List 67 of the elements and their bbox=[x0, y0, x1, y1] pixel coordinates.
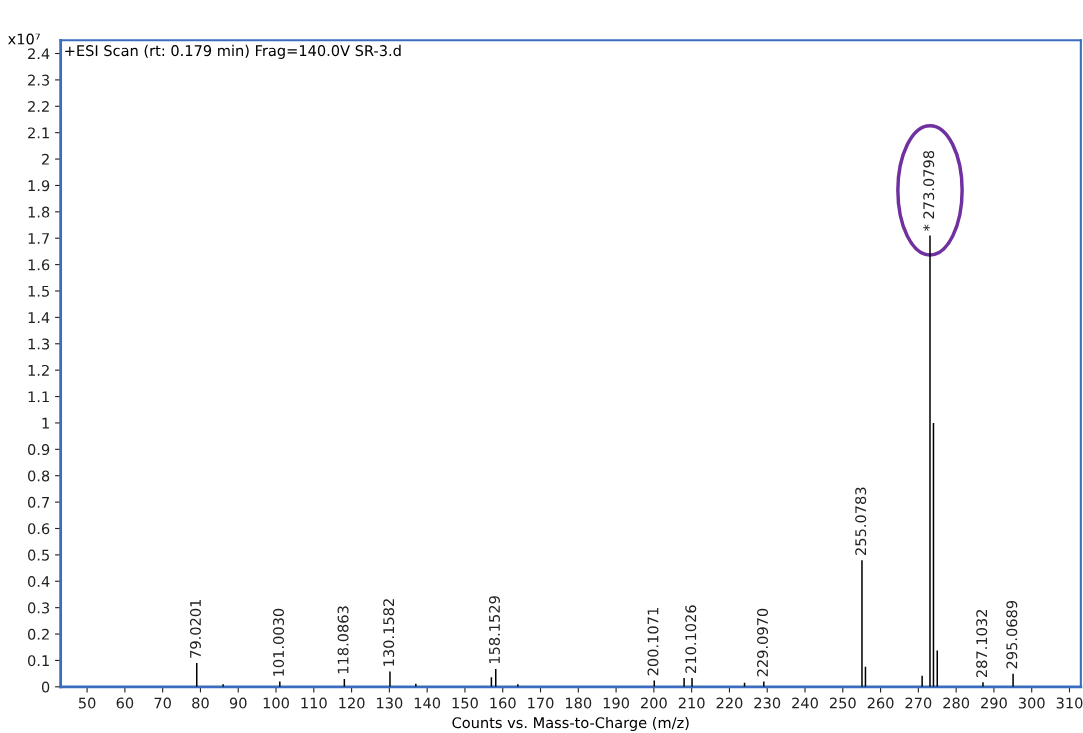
y-tick-label: 0.4 bbox=[28, 575, 50, 588]
annotation: 101.0030 bbox=[273, 608, 285, 676]
x-tick-label: 250 bbox=[829, 697, 856, 709]
x-tick-label: 210 bbox=[678, 697, 705, 709]
y-tick-label: 1.1 bbox=[28, 391, 49, 403]
annotation: 287.1032 bbox=[976, 610, 988, 678]
x-tick-label: 270 bbox=[905, 697, 932, 709]
x-tick-label: 130 bbox=[377, 697, 403, 709]
y-tick-label: 0.2 bbox=[28, 628, 49, 640]
annotation: 229.0970 bbox=[757, 608, 769, 677]
y-tick-label: 0.6 bbox=[28, 523, 50, 535]
y-tick-label: 1.6 bbox=[28, 259, 50, 271]
x-tick-label: 220 bbox=[716, 697, 743, 709]
y-tick-label: 0.3 bbox=[28, 602, 50, 614]
annotation: 200.1071 bbox=[647, 608, 659, 676]
x-tick-label: 190 bbox=[603, 697, 630, 709]
x-tick-label: 140 bbox=[414, 697, 441, 709]
x-tick-label: 290 bbox=[981, 697, 1007, 709]
y-tick-label: 2.2 bbox=[28, 101, 49, 112]
x-tick-label: 200 bbox=[641, 697, 667, 709]
x-tick-label: 260 bbox=[867, 697, 894, 709]
annotation: 158.1529 bbox=[488, 596, 500, 664]
x-tick-label: 180 bbox=[565, 697, 592, 709]
x-tick-label: 240 bbox=[792, 697, 818, 709]
y-tick-label: 0.1 bbox=[28, 655, 49, 667]
annotation: 255.0783 bbox=[855, 487, 867, 555]
x-tick-label: 150 bbox=[452, 697, 478, 709]
y-tick-label: 1.7 bbox=[28, 233, 49, 244]
y-tick-label: 1.9 bbox=[28, 180, 50, 192]
y-tick-label: 0.9 bbox=[28, 444, 50, 456]
annotation: 210.1026 bbox=[685, 605, 697, 673]
x-tick-label: 310 bbox=[1056, 697, 1083, 709]
chart-title: +ESI Scan (rt: 0.179 min) Frag=140.0V SR-3.d bbox=[65, 44, 401, 59]
x-tick-label: 50 bbox=[78, 697, 96, 709]
annotation: 118.0863 bbox=[337, 606, 349, 674]
y-tick-label: 2.3 bbox=[28, 74, 50, 86]
x-tick-label: 160 bbox=[490, 697, 516, 709]
y-tick-label: 1.5 bbox=[28, 285, 49, 297]
y-tick-label: 2.1 bbox=[28, 127, 49, 139]
x-axis-title: Counts vs. Mass-to-Charge (m/z) bbox=[452, 716, 689, 732]
y-tick-label: 1.4 bbox=[28, 312, 50, 323]
y-tick-label: 1 bbox=[42, 417, 49, 429]
y-tick-label: 1.2 bbox=[28, 364, 49, 376]
y-tick-label: 2 bbox=[42, 153, 49, 165]
y-axis-title: x10⁷ bbox=[8, 33, 40, 45]
y-tick-label: 1.3 bbox=[28, 338, 50, 350]
x-tick-label: 90 bbox=[229, 697, 247, 709]
x-tick-label: 80 bbox=[192, 697, 209, 709]
x-tick-label: 230 bbox=[754, 697, 781, 709]
y-tick-label: 0.8 bbox=[28, 470, 50, 482]
x-tick-label: 60 bbox=[116, 697, 134, 709]
x-tick-label: 300 bbox=[1018, 697, 1045, 709]
x-tick-label: 280 bbox=[943, 697, 970, 709]
y-tick-label: 0.7 bbox=[28, 496, 49, 508]
annotation: * 273.0798 bbox=[923, 150, 935, 231]
x-tick-label: 170 bbox=[528, 697, 554, 709]
annotation: 79.0201 bbox=[189, 599, 201, 658]
x-tick-label: 120 bbox=[339, 697, 365, 709]
y-tick-label: 0.5 bbox=[28, 549, 49, 561]
x-tick-label: 100 bbox=[263, 697, 289, 709]
x-tick-label: 110 bbox=[301, 697, 327, 709]
annotation: 295.0689 bbox=[1006, 600, 1018, 669]
y-tick-label: 2.4 bbox=[28, 48, 50, 60]
y-tick-label: 1.8 bbox=[28, 206, 50, 218]
annotation: 130.1582 bbox=[383, 599, 395, 666]
y-tick-label: 0 bbox=[41, 681, 50, 693]
x-tick-label: 70 bbox=[154, 697, 171, 709]
